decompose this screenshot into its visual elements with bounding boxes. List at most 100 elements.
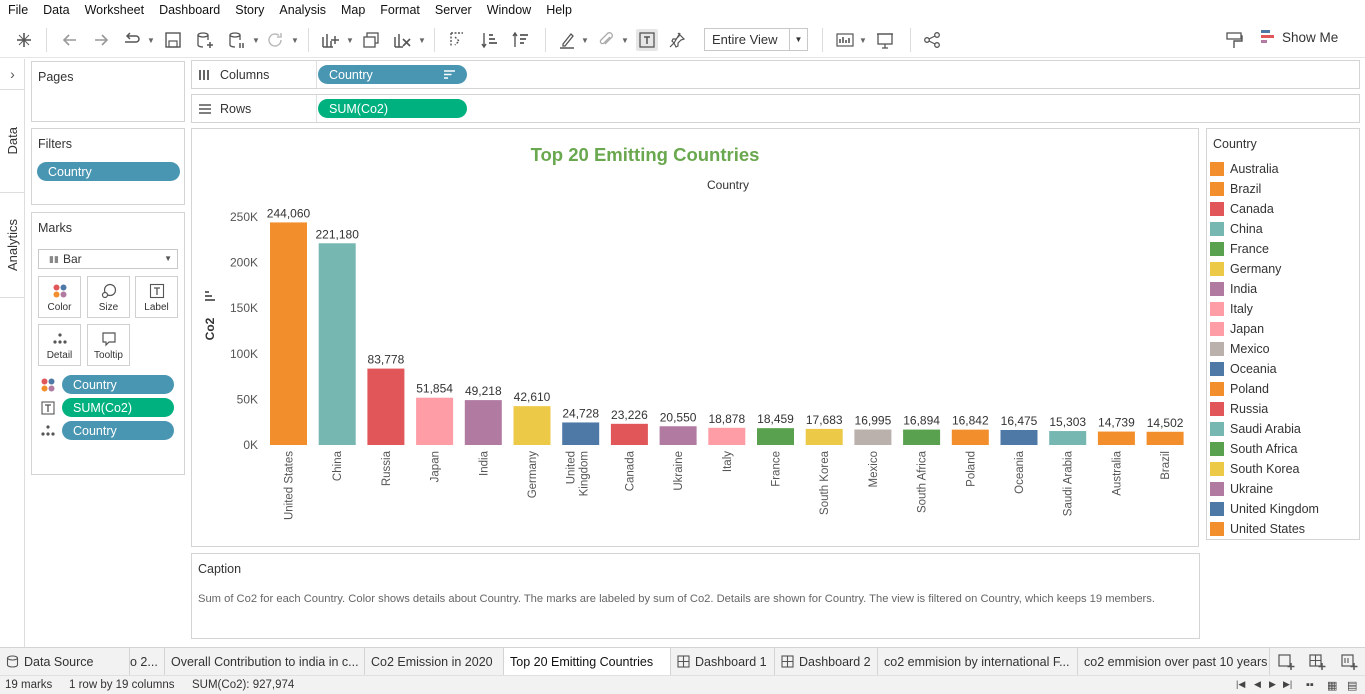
pages-card[interactable]: Pages: [31, 61, 185, 122]
menu-story[interactable]: Story: [235, 2, 265, 17]
menu-data[interactable]: Data: [43, 2, 70, 17]
legend-item[interactable]: United Kingdom: [1210, 500, 1358, 518]
legend-item[interactable]: Saudi Arabia: [1210, 420, 1358, 438]
forward-icon[interactable]: [90, 29, 112, 51]
color-legend[interactable]: Country Australia Brazil Canada China France…: [1206, 128, 1360, 540]
label-button[interactable]: Label: [135, 276, 178, 318]
new-datasource-icon[interactable]: [194, 29, 216, 51]
marks-field-detail[interactable]: Country: [38, 421, 183, 440]
chevron-down-icon[interactable]: ▼: [621, 35, 629, 45]
marks-field-color[interactable]: Country: [38, 375, 183, 394]
show-tabs-icon[interactable]: ▦: [1327, 680, 1338, 692]
legend-item[interactable]: France: [1210, 240, 1358, 258]
legend-item[interactable]: South Africa: [1210, 440, 1358, 458]
legend-item[interactable]: Italy: [1210, 300, 1358, 318]
sheet-tab[interactable]: o 2...: [130, 648, 165, 675]
pin-icon[interactable]: [666, 29, 688, 51]
legend-item[interactable]: Oceania: [1210, 360, 1358, 378]
last-sheet-icon[interactable]: ▶|: [1283, 679, 1293, 689]
show-filmstrip-icon[interactable]: ▪▪: [1306, 679, 1314, 691]
duplicate-sheet-icon[interactable]: [360, 29, 382, 51]
new-worksheet-icon[interactable]: [319, 29, 341, 51]
menu-map[interactable]: Map: [340, 2, 366, 17]
prev-sheet-icon[interactable]: ◀: [1254, 679, 1261, 689]
color-button[interactable]: Color: [38, 276, 81, 318]
marks-pill-country-detail[interactable]: Country: [62, 421, 174, 440]
group-icon[interactable]: [595, 29, 617, 51]
legend-item[interactable]: Japan: [1210, 320, 1358, 338]
show-labels-icon[interactable]: [636, 29, 658, 51]
marks-pill-country-color[interactable]: Country: [62, 375, 174, 394]
chevron-down-icon[interactable]: ▼: [581, 35, 589, 45]
size-button[interactable]: Size: [87, 276, 130, 318]
menu-file[interactable]: File: [8, 2, 29, 17]
menu-worksheet[interactable]: Worksheet: [84, 2, 145, 17]
legend-item[interactable]: Brazil: [1210, 180, 1358, 198]
dashboard-tab[interactable]: Dashboard 2: [775, 648, 878, 675]
chevron-down-icon[interactable]: ▼: [418, 35, 426, 45]
mark-type-dropdown[interactable]: ▮▮ Bar ▼: [38, 249, 178, 269]
menu-help[interactable]: Help: [546, 2, 572, 17]
chevron-down-icon[interactable]: ▼: [147, 35, 155, 45]
share-icon[interactable]: [921, 29, 943, 51]
format-painter-icon[interactable]: [1223, 29, 1245, 51]
show-me-button[interactable]: Show Me: [1260, 29, 1338, 45]
columns-shelf[interactable]: Columns Country: [191, 60, 1360, 89]
refresh-icon[interactable]: [264, 29, 286, 51]
marks-field-label[interactable]: SUM(Co2): [38, 398, 183, 417]
sheet-tab[interactable]: Co2 Emission in 2020: [365, 648, 504, 675]
legend-item[interactable]: Ukraine: [1210, 480, 1358, 498]
chevron-down-icon[interactable]: ▼: [291, 35, 299, 45]
dashboard-tab[interactable]: Dashboard 1: [671, 648, 775, 675]
viz-area[interactable]: Top 20 Emitting Countries Country 0K 50K 10…: [191, 128, 1199, 547]
legend-item[interactable]: Poland: [1210, 380, 1358, 398]
detail-button[interactable]: Detail: [38, 324, 81, 366]
new-worksheet-icon[interactable]: [1276, 652, 1296, 672]
menu-analysis[interactable]: Analysis: [279, 2, 326, 17]
filter-pill-country[interactable]: Country: [37, 162, 180, 181]
first-sheet-icon[interactable]: |◀: [1236, 679, 1246, 689]
legend-item[interactable]: Germany: [1210, 260, 1358, 278]
sheet-sorter-icon[interactable]: ▤: [1347, 680, 1358, 692]
sheet-tab-active[interactable]: Top 20 Emitting Countries: [504, 648, 671, 675]
legend-item[interactable]: Mexico: [1210, 340, 1358, 358]
columns-pill-country[interactable]: Country: [318, 65, 467, 84]
tableau-logo-icon[interactable]: [13, 29, 35, 51]
legend-item[interactable]: South Korea: [1210, 460, 1358, 478]
legend-item[interactable]: Australia: [1210, 160, 1358, 178]
next-sheet-icon[interactable]: ▶: [1269, 679, 1276, 689]
expand-sidebar-icon[interactable]: ›: [10, 66, 15, 82]
legend-item[interactable]: India: [1210, 280, 1358, 298]
menu-window[interactable]: Window: [486, 2, 532, 17]
rows-pill-sum-co2[interactable]: SUM(Co2): [318, 99, 467, 118]
tooltip-button[interactable]: Tooltip: [87, 324, 130, 366]
sheet-tab[interactable]: Overall Contribution to india in c...: [165, 648, 365, 675]
clear-sheet-icon[interactable]: [391, 29, 413, 51]
tab-data[interactable]: Data: [0, 89, 25, 193]
swap-icon[interactable]: [446, 29, 468, 51]
back-icon[interactable]: [59, 29, 81, 51]
highlight-icon[interactable]: [556, 29, 578, 51]
menu-dashboard[interactable]: Dashboard: [159, 2, 221, 17]
legend-item[interactable]: Canada: [1210, 200, 1358, 218]
save-icon[interactable]: [162, 29, 184, 51]
chevron-down-icon[interactable]: ▼: [346, 35, 354, 45]
menu-server[interactable]: Server: [434, 2, 472, 17]
chevron-down-icon[interactable]: ▼: [859, 35, 867, 45]
chevron-down-icon[interactable]: ▼: [252, 35, 260, 45]
pause-updates-icon[interactable]: [226, 29, 248, 51]
tab-data-source[interactable]: Data Source: [0, 648, 130, 675]
sheet-tab[interactable]: co2 emmision over past 10 years: [1078, 648, 1270, 675]
sheet-tab[interactable]: co2 emmision by international F...: [878, 648, 1078, 675]
presentation-icon[interactable]: [874, 29, 896, 51]
fit-icon[interactable]: [834, 29, 856, 51]
fit-dropdown[interactable]: Entire View ▼: [704, 28, 808, 51]
tab-analytics[interactable]: Analytics: [0, 194, 25, 298]
redo-icon[interactable]: [121, 29, 143, 51]
legend-item[interactable]: United States: [1210, 520, 1358, 538]
menu-format[interactable]: Format: [380, 2, 420, 17]
legend-item[interactable]: China: [1210, 220, 1358, 238]
new-story-icon[interactable]: [1339, 652, 1359, 672]
sort-ascending-icon[interactable]: [479, 29, 501, 51]
new-dashboard-icon[interactable]: [1307, 652, 1327, 672]
